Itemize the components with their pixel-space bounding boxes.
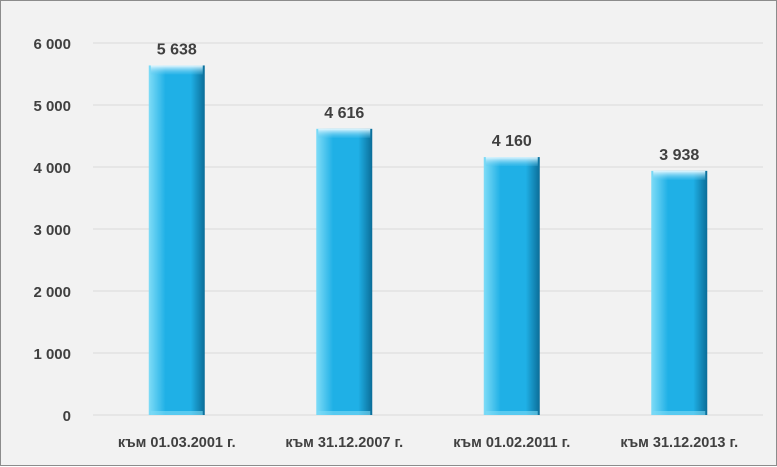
bar <box>483 157 540 415</box>
bar <box>148 65 205 415</box>
y-tick-label: 2 000 <box>33 284 71 301</box>
bar-highlight <box>485 157 538 167</box>
data-label: 4 160 <box>492 133 532 150</box>
y-tick-label: 0 <box>63 408 71 425</box>
data-label: 5 638 <box>157 41 197 58</box>
bar <box>316 128 373 416</box>
bar-highlight <box>150 65 203 75</box>
x-axis-tick-labels: към 01.03.2001 г. към 31.12.2007 г. към 01… <box>118 435 738 451</box>
bar-base <box>150 411 203 415</box>
data-labels: 5 638 4 616 4 160 3 938 <box>157 41 700 163</box>
y-axis-tick-labels: 0 1 000 2 000 3 000 4 000 5 000 6 000 <box>33 36 71 425</box>
bar-base <box>318 411 371 415</box>
bars <box>148 65 708 416</box>
y-tick-label: 1 000 <box>33 346 71 363</box>
y-tick-label: 3 000 <box>33 222 71 239</box>
bar-highlight <box>653 170 706 180</box>
x-tick-label: към 31.12.2013 г. <box>620 435 738 451</box>
y-tick-label: 6 000 <box>33 36 71 53</box>
bar <box>651 170 708 415</box>
bar-base <box>653 411 706 415</box>
y-tick-label: 4 000 <box>33 160 71 177</box>
data-label: 3 938 <box>659 147 699 164</box>
data-label: 4 616 <box>324 105 364 122</box>
bar-highlight <box>318 128 371 138</box>
bar-base <box>485 411 538 415</box>
y-tick-label: 5 000 <box>33 98 71 115</box>
x-tick-label: към 31.12.2007 г. <box>285 435 403 451</box>
x-tick-label: към 01.03.2001 г. <box>118 435 236 451</box>
x-tick-label: към 01.02.2011 г. <box>453 435 570 451</box>
